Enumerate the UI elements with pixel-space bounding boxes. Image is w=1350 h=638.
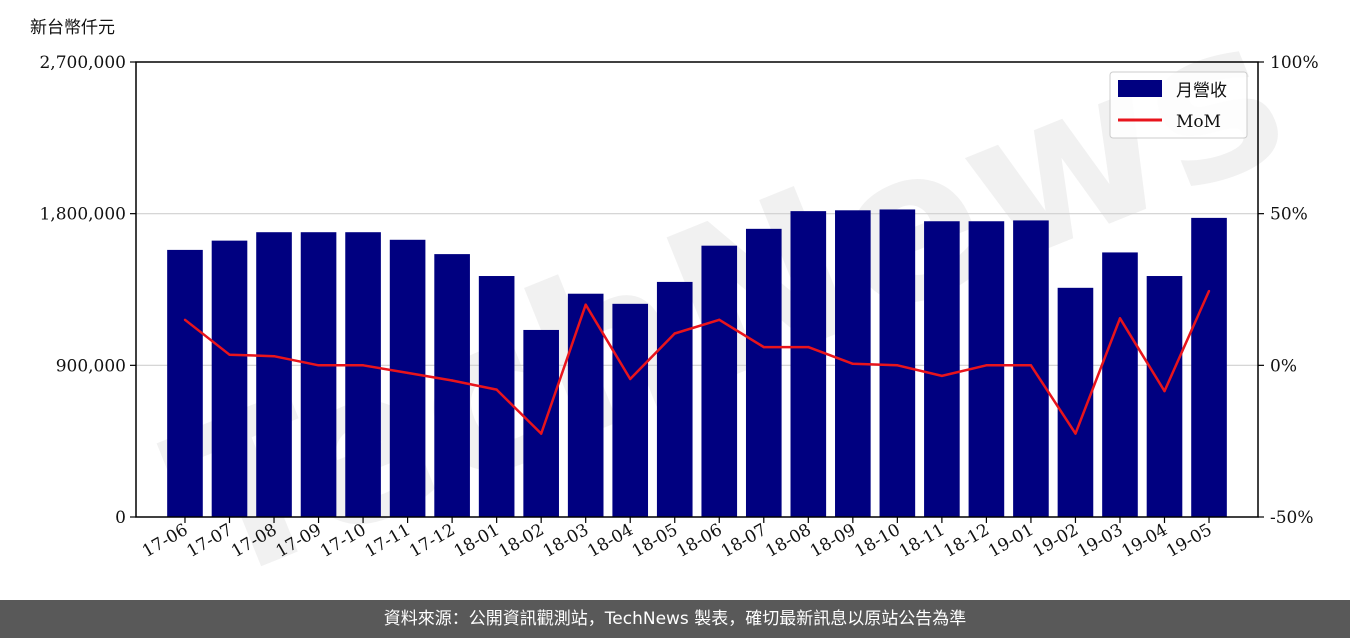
bar <box>1102 252 1138 518</box>
mom-point <box>1163 389 1166 393</box>
left-y-axis: 0 900,000 1,800,000 2,700,000 <box>39 53 136 528</box>
bar <box>745 228 782 518</box>
bar <box>256 232 292 517</box>
bar <box>300 232 337 517</box>
x-tick-label: 18-11 <box>896 520 948 562</box>
bar <box>523 329 559 517</box>
right-tick-label: 0% <box>1270 356 1297 376</box>
bar <box>478 276 515 517</box>
x-tick-label: 19-03 <box>1074 520 1126 562</box>
x-tick-label: 18-09 <box>807 520 859 562</box>
line-series <box>183 289 1211 435</box>
mom-point <box>673 332 676 335</box>
mom-point <box>896 364 899 367</box>
right-y-axis: -50% 0% 50% 100% <box>1258 53 1319 528</box>
x-tick-label: 18-12 <box>940 520 992 562</box>
source-text: 資料來源：公開資訊觀測站，TechNews 製表，確切最新訊息以原站公告為準 <box>383 609 967 629</box>
mom-point <box>361 364 365 367</box>
x-tick-label: 18-03 <box>540 520 592 562</box>
x-tick-label: 19-01 <box>985 520 1037 562</box>
mom-point <box>450 379 454 382</box>
bar <box>167 249 203 518</box>
bar <box>790 211 827 517</box>
bar <box>345 232 381 517</box>
mom-point <box>539 432 543 435</box>
y-axis-unit-label: 新台幣仟元 <box>30 18 115 38</box>
x-tick-label: 18-10 <box>851 520 903 562</box>
mom-point <box>940 374 944 378</box>
x-tick-label: 18-05 <box>629 520 681 562</box>
mom-line <box>184 290 1211 435</box>
legend: 月營收 MoM <box>1109 71 1248 139</box>
x-tick-label: 18-06 <box>673 520 725 562</box>
x-tick-label: 18-04 <box>584 520 636 562</box>
bar <box>656 281 693 517</box>
x-tick-label: 17-06 <box>139 520 191 562</box>
x-tick-label: 19-05 <box>1163 520 1215 562</box>
bar <box>1013 220 1049 517</box>
mom-point <box>495 388 498 391</box>
right-tick-label: 50% <box>1270 205 1308 225</box>
x-tick-label: 19-02 <box>1030 520 1082 562</box>
legend-label-revenue: 月營收 <box>1176 81 1227 101</box>
right-tick-label: 100% <box>1270 53 1319 73</box>
mom-point <box>183 318 187 322</box>
x-tick-label: 18-02 <box>495 520 547 562</box>
combo-chart: TechNews 新台幣仟元 0900,0001,800,0002,700,00… <box>30 0 1319 600</box>
left-tick-label: 1,800,000 <box>39 205 126 225</box>
mom-point <box>1118 317 1122 320</box>
mom-point <box>1074 432 1077 435</box>
bar <box>612 303 649 517</box>
mom-point <box>807 345 810 349</box>
left-tick-label: 2,700,000 <box>39 53 126 73</box>
bar <box>879 209 916 517</box>
bar <box>211 240 248 517</box>
x-tick-label: 18-08 <box>762 520 814 562</box>
mom-point <box>317 364 320 367</box>
left-tick-label: 900,000 <box>56 356 126 376</box>
bar <box>1191 217 1227 517</box>
legend-label-mom: MoM <box>1176 112 1221 132</box>
bar <box>389 239 426 517</box>
bar <box>701 245 738 517</box>
mom-point <box>629 377 632 381</box>
x-tick-label: 19-04 <box>1119 520 1171 562</box>
mom-point <box>718 318 721 322</box>
mom-point <box>1207 289 1211 293</box>
source-footer: 資料來源：公開資訊觀測站，TechNews 製表，確切最新訊息以原站公告為準 <box>0 600 1350 638</box>
bar <box>567 293 604 517</box>
x-tick-label: 18-07 <box>718 520 770 562</box>
mom-point <box>851 362 855 366</box>
mom-point <box>584 303 587 306</box>
mom-point <box>985 364 988 367</box>
mom-point <box>228 353 231 356</box>
mom-point <box>1029 364 1033 367</box>
plot-frame <box>135 61 1259 518</box>
bar <box>924 221 960 517</box>
bar <box>1146 276 1183 517</box>
mom-point <box>762 345 765 349</box>
bar <box>434 254 470 517</box>
mom-point <box>272 355 276 358</box>
left-tick-label: 0 <box>115 508 126 528</box>
bar-series <box>167 209 1227 518</box>
right-tick-label: -50% <box>1270 508 1314 528</box>
mom-point <box>406 371 409 375</box>
legend-swatch-revenue <box>1118 80 1162 97</box>
